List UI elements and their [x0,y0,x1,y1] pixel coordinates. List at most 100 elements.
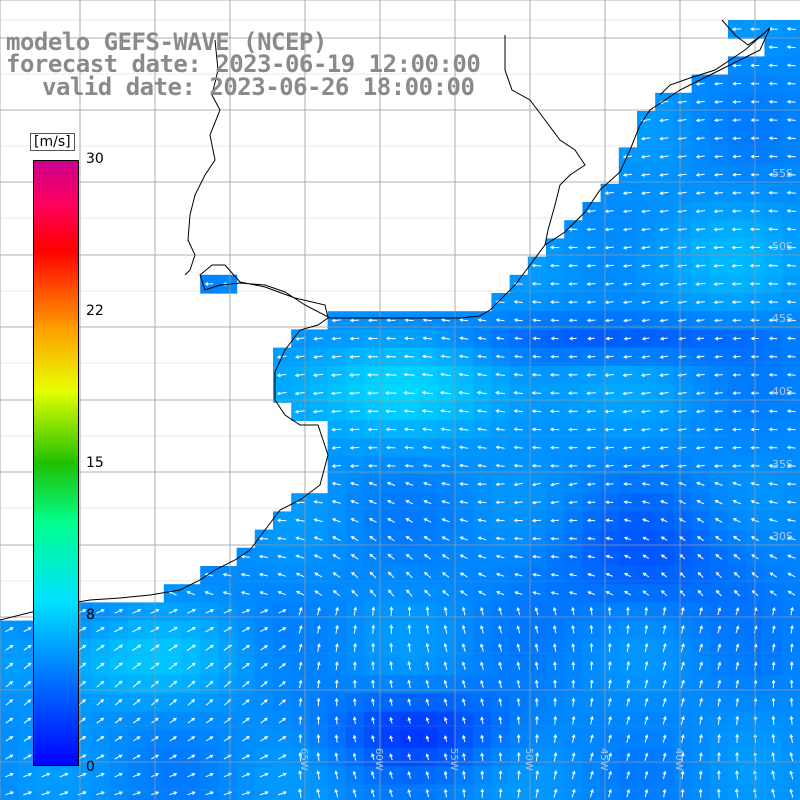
wind-arrow [513,372,524,377]
wind-arrow [768,463,778,468]
wind-arrow [733,571,741,578]
wind-arrow [607,606,612,616]
wind-arrow [96,680,105,688]
wind-arrow [370,770,375,779]
wind-arrow [366,391,379,396]
wind-arrow [405,500,414,505]
wind-arrow [278,645,287,651]
wind-arrow [260,609,269,614]
wind-arrow [699,752,703,762]
wind-arrow [553,770,558,780]
wind-arrow [717,751,721,762]
wind-arrow [5,627,14,633]
wind-arrow [495,445,505,450]
wind-arrow [789,733,794,744]
wind-arrow [187,773,196,778]
wind-arrow [404,481,414,486]
wind-arrow [132,791,142,796]
wind-arrow [352,679,357,689]
wind-arrow [787,554,796,559]
speed-cell [91,784,110,800]
wind-arrow [495,536,505,541]
wind-arrow [604,300,614,305]
wind-arrow [330,373,342,377]
wind-arrow [480,716,484,725]
wind-arrow [513,572,523,577]
wind-arrow [371,679,375,689]
wind-arrow [316,715,321,725]
wind-arrow [168,680,178,688]
wind-arrow [531,372,542,377]
wind-arrow [295,536,305,541]
wind-arrow [732,391,741,396]
wind-arrow [659,373,669,378]
wind-arrow [440,445,451,450]
speed-cell [400,784,420,800]
wind-arrow [605,500,614,505]
wind-arrow [77,754,87,760]
wind-arrow [608,697,612,707]
wind-arrow [622,300,632,305]
wind-arrow [734,788,739,798]
wind-arrow [626,697,631,707]
wind-arrow [608,734,612,743]
wind-arrow [205,644,214,651]
wind-arrow [298,624,303,634]
wind-arrow [205,717,214,724]
wind-arrow [242,680,250,688]
wind-arrow [698,770,703,780]
wind-arrow [480,606,484,616]
wind-arrow [477,445,487,450]
wind-arrow [313,355,323,359]
wind-arrow [77,609,87,614]
wind-arrow [622,282,632,286]
wind-arrow [480,752,485,761]
wind-arrow [568,464,578,468]
wind-arrow [258,572,268,577]
wind-arrow [571,642,576,652]
wind-arrow [459,500,469,504]
wind-arrow [371,734,375,743]
wind-arrow [790,624,794,634]
lon-label: 45W [598,748,609,771]
wind-arrow [407,660,411,671]
wind-arrow [241,772,251,778]
wind-arrow [316,770,321,780]
wind-arrow [317,625,321,634]
wind-arrow [241,754,251,760]
wind-arrow [513,463,523,468]
wind-arrow [695,282,706,286]
wind-arrow [713,464,723,468]
wind-arrow [276,536,287,541]
wind-arrow [589,788,594,798]
wind-arrow [731,227,742,232]
wind-arrow [295,336,305,341]
wind-arrow [608,770,612,780]
wind-arrow [789,679,794,689]
wind-arrow [514,336,523,341]
wind-arrow [407,753,412,761]
wind-arrow [496,591,505,596]
wind-arrow [589,679,594,689]
wind-arrow [535,733,539,743]
wind-arrow [641,464,650,468]
wind-arrow [312,409,324,414]
wind-arrow [407,716,412,724]
wind-arrow [571,697,576,707]
wind-arrow [334,788,339,798]
wind-arrow [187,717,196,724]
speed-cell [0,784,19,800]
wind-arrow [23,644,32,651]
wind-arrow [771,697,776,707]
wind-arrow [607,624,612,634]
wind-arrow [771,643,776,652]
wind-arrow [644,606,649,616]
wind-arrow [531,391,542,395]
wind-arrow [403,409,415,413]
wind-arrow [330,409,342,414]
wind-arrow [513,391,524,395]
wind-arrow [531,281,542,286]
wind-arrow [604,354,614,359]
wind-arrow [731,245,742,250]
